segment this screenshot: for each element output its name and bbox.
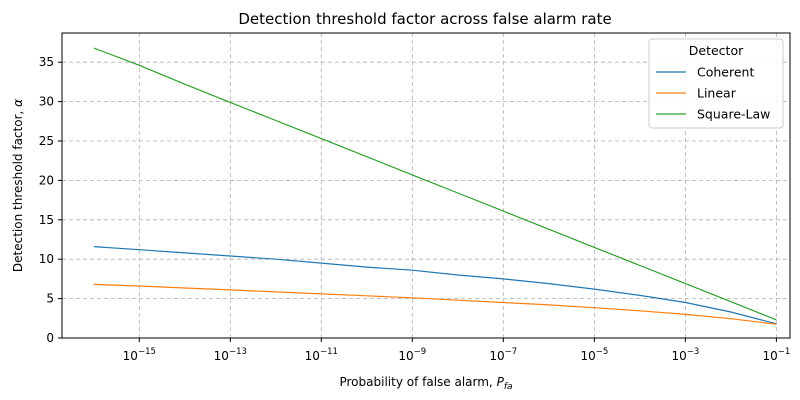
- x-tick-label: 10−13: [214, 347, 247, 363]
- series-line-square-law: [93, 47, 777, 321]
- x-tick-label: 10−11: [305, 347, 338, 363]
- x-axis-title: Probability of false alarm, Pfa: [339, 375, 512, 392]
- x-tick-label: 10−7: [489, 347, 517, 363]
- legend: Detector Coherent Linear Square-Law: [648, 38, 784, 129]
- legend-label-coherent: Coherent: [697, 65, 754, 80]
- y-tick-label: 25: [39, 134, 54, 148]
- y-tick-label: 35: [39, 55, 54, 69]
- y-tick-label: 10: [39, 252, 54, 266]
- axis-ticks: 10−15 10−13 10−11 10−9 10−7 10−5 10−3 10−1 0 5 10 1…: [39, 55, 791, 363]
- legend-box: [648, 38, 784, 129]
- plot-lines: [93, 47, 777, 325]
- x-tick-label: 10−15: [123, 347, 156, 363]
- y-tick-label: 0: [46, 331, 54, 345]
- plot-frame: [61, 32, 791, 339]
- legend-label-square-law: Square-Law: [697, 107, 770, 122]
- x-tick-label: 10−5: [580, 347, 608, 363]
- x-tick-label: 10−1: [762, 347, 790, 363]
- y-tick-label: 15: [39, 213, 54, 227]
- series-line-coherent: [93, 246, 777, 325]
- x-tick-label: 10−9: [398, 347, 426, 363]
- y-tick-label: 5: [46, 292, 54, 306]
- x-tick-label: 10−3: [671, 347, 699, 363]
- legend-title: Detector: [689, 43, 744, 58]
- y-axis-title: Detection threshold factor, α: [11, 99, 25, 272]
- legend-label-linear: Linear: [697, 86, 737, 101]
- chart-title: Detection threshold factor across false …: [238, 10, 611, 28]
- y-tick-label: 30: [39, 95, 54, 109]
- y-tick-label: 20: [39, 173, 54, 187]
- series-line-linear: [93, 283, 777, 325]
